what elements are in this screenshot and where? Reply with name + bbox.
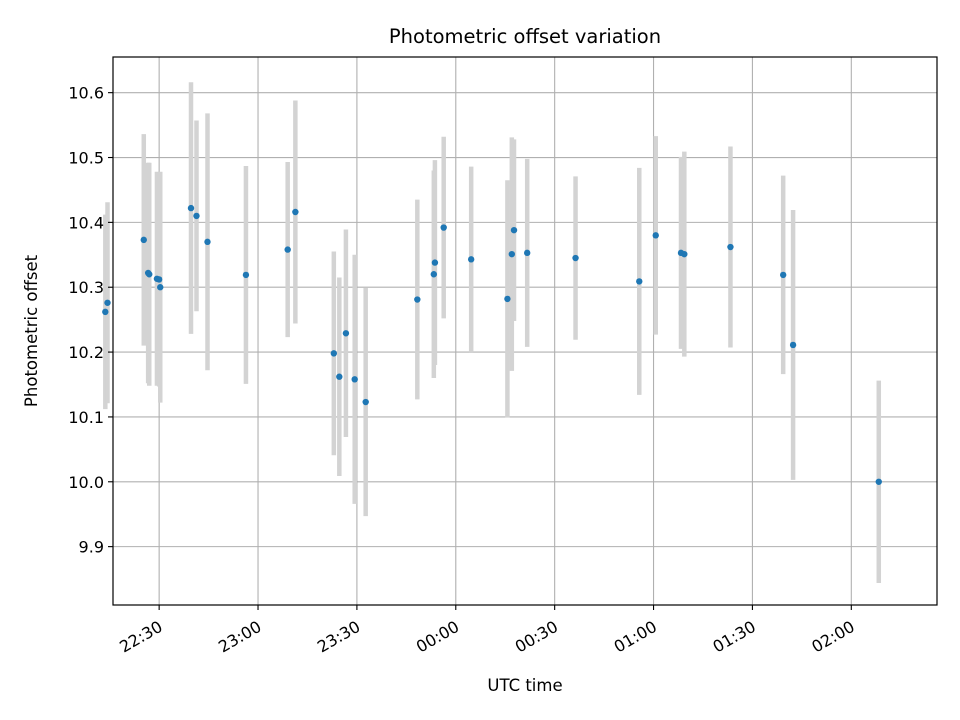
data-point bbox=[330, 350, 338, 357]
data-point bbox=[681, 250, 688, 258]
data-point bbox=[342, 330, 350, 337]
data-point bbox=[140, 236, 147, 244]
data-point bbox=[187, 204, 195, 212]
data-point bbox=[157, 284, 164, 291]
data-point bbox=[362, 398, 369, 406]
y-axis-ticks: 9.9 10.0 10.1 10.2 10.3 10.4 10.5 10.6 bbox=[68, 84, 113, 557]
data-point bbox=[204, 238, 211, 246]
y-tick-label: 10.6 bbox=[68, 84, 104, 103]
y-tick-label: 10.4 bbox=[68, 213, 104, 232]
data-point bbox=[504, 295, 511, 303]
plot-area-frame bbox=[112, 56, 938, 606]
y-tick-label: 10.2 bbox=[68, 343, 104, 362]
x-axis-title: UTC time bbox=[487, 676, 562, 695]
data-point bbox=[104, 299, 111, 306]
data-point bbox=[102, 308, 109, 316]
data-point bbox=[336, 373, 343, 380]
data-point bbox=[430, 271, 438, 278]
data-point bbox=[284, 246, 291, 253]
data-points bbox=[102, 204, 882, 485]
y-tick-label: 10.5 bbox=[68, 149, 104, 168]
data-point bbox=[508, 250, 516, 258]
y-tick-label: 9.9 bbox=[79, 538, 104, 557]
chart-title: Photometric offset variation bbox=[389, 25, 661, 48]
data-point bbox=[155, 276, 163, 283]
y-tick-label: 10.0 bbox=[68, 473, 104, 492]
data-point bbox=[789, 341, 797, 349]
data-point bbox=[292, 208, 299, 216]
data-point bbox=[440, 224, 447, 231]
data-point bbox=[636, 278, 643, 285]
data-point bbox=[875, 478, 882, 485]
data-point bbox=[351, 376, 358, 383]
data-point bbox=[523, 249, 531, 257]
y-tick-label: 10.3 bbox=[68, 278, 104, 297]
data-point bbox=[510, 226, 518, 234]
data-point bbox=[652, 232, 659, 239]
data-point bbox=[572, 254, 579, 262]
data-point bbox=[414, 296, 421, 303]
data-point bbox=[193, 212, 200, 220]
y-tick-label: 10.1 bbox=[68, 408, 104, 427]
y-axis-title: Photometric offset bbox=[22, 254, 41, 407]
data-point bbox=[431, 259, 439, 266]
data-point bbox=[727, 243, 734, 251]
data-point bbox=[467, 256, 475, 263]
data-point bbox=[146, 271, 153, 278]
data-point bbox=[779, 271, 787, 279]
data-point bbox=[242, 271, 250, 279]
